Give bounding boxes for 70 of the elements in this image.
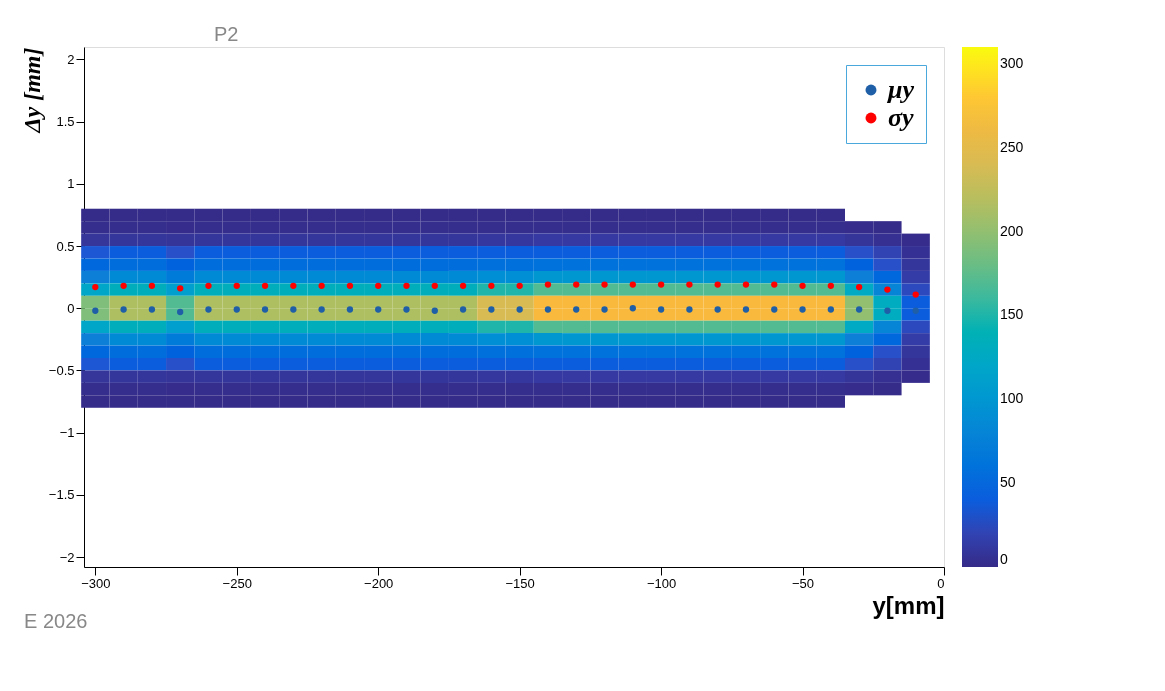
y-tick-label: 1.5 [56, 114, 75, 130]
point [912, 291, 919, 298]
point [573, 281, 580, 288]
point [827, 306, 834, 313]
y-tick-label: 0 [67, 300, 75, 316]
point [92, 307, 99, 314]
point [488, 306, 495, 313]
point [318, 306, 325, 313]
point [771, 306, 778, 313]
text: E 2026 [24, 610, 88, 632]
x-tick-label: −200 [364, 575, 394, 591]
point [544, 281, 552, 288]
point [375, 306, 382, 313]
x-tick-label: −300 [81, 575, 111, 591]
color-bar-label: 150 [1000, 306, 1024, 323]
point [686, 281, 693, 288]
color-bar-label: 200 [1000, 222, 1024, 239]
y-tick-label: −0.5 [48, 362, 75, 378]
point [459, 306, 467, 313]
legend-label: μy [886, 75, 915, 104]
y-tick-label: −1.5 [48, 487, 75, 503]
color-bar-label: 50 [1000, 474, 1016, 491]
point [403, 306, 410, 313]
point [601, 281, 608, 288]
color-bar-label: 0 [1000, 551, 1008, 567]
point [884, 307, 891, 314]
point [573, 306, 580, 313]
text: P2 [214, 23, 239, 45]
point [855, 306, 863, 313]
point [205, 306, 212, 313]
point [233, 306, 240, 313]
point [742, 281, 750, 288]
x-tick-label: −100 [646, 575, 677, 591]
legend-label: σy [888, 103, 915, 132]
x-tick-label: −50 [792, 575, 815, 591]
y-tick-label: −2 [59, 549, 75, 565]
y-tick-label: 1 [67, 176, 75, 192]
point [629, 305, 636, 312]
point [544, 306, 552, 313]
point [799, 306, 806, 313]
y-tick-label: 2 [67, 51, 75, 67]
point [261, 306, 269, 313]
point [346, 306, 354, 313]
point [431, 307, 438, 314]
point [714, 306, 721, 313]
point [912, 307, 919, 314]
point [714, 281, 721, 288]
point [884, 286, 891, 293]
point [657, 306, 665, 313]
point [657, 281, 665, 288]
point [629, 281, 636, 288]
point [686, 306, 693, 313]
color-bar-label: 300 [1000, 54, 1024, 71]
point [771, 281, 778, 288]
x-tick-label: −250 [222, 575, 252, 591]
y-axis-title: Δy [mm] [18, 47, 45, 134]
y-tick-label: −1 [59, 425, 75, 441]
point [290, 306, 297, 313]
point [177, 285, 184, 292]
point [742, 306, 750, 313]
color-bar-label: 100 [1000, 390, 1024, 407]
point [148, 306, 156, 313]
y-tick-label: 0.5 [56, 238, 75, 254]
point [516, 306, 523, 313]
point [120, 306, 127, 313]
x-tick-label: −150 [505, 575, 535, 591]
x-tick-label: 0 [937, 575, 945, 591]
color-bar-label: 250 [1000, 138, 1024, 155]
point [601, 306, 608, 313]
x-axis-title: y[mm] [872, 591, 945, 619]
